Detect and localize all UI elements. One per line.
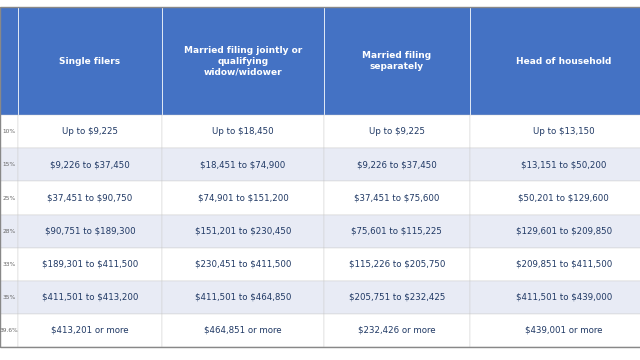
Bar	[0, 281, 18, 314]
Bar	[18, 314, 162, 347]
Text: $13,151 to $50,200: $13,151 to $50,200	[521, 161, 607, 169]
Bar	[18, 248, 162, 281]
Text: $232,426 or more: $232,426 or more	[358, 326, 436, 335]
Bar	[324, 181, 470, 215]
Text: $413,201 or more: $413,201 or more	[51, 326, 129, 335]
Text: $37,451 to $90,750: $37,451 to $90,750	[47, 194, 132, 202]
Text: 39.6%: 39.6%	[0, 328, 19, 333]
Text: $37,451 to $75,600: $37,451 to $75,600	[354, 194, 440, 202]
Text: $151,201 to $230,450: $151,201 to $230,450	[195, 227, 291, 236]
Bar	[324, 314, 470, 347]
Text: Up to $13,150: Up to $13,150	[533, 127, 595, 136]
Bar	[470, 148, 640, 181]
Bar	[0, 181, 18, 215]
Text: Single filers: Single filers	[60, 57, 120, 66]
Text: $411,501 to $439,000: $411,501 to $439,000	[516, 293, 612, 302]
Bar	[162, 248, 324, 281]
Bar	[324, 281, 470, 314]
Text: $115,226 to $205,750: $115,226 to $205,750	[349, 260, 445, 269]
Text: $74,901 to $151,200: $74,901 to $151,200	[198, 194, 288, 202]
Text: $9,226 to $37,450: $9,226 to $37,450	[357, 161, 436, 169]
Bar	[18, 281, 162, 314]
Bar	[324, 248, 470, 281]
Text: $230,451 to $411,500: $230,451 to $411,500	[195, 260, 291, 269]
Bar	[162, 115, 324, 148]
Bar	[162, 314, 324, 347]
Bar	[0, 314, 18, 347]
Bar	[0, 115, 18, 148]
Text: $209,851 to $411,500: $209,851 to $411,500	[516, 260, 612, 269]
Bar	[18, 215, 162, 248]
Text: Up to $9,225: Up to $9,225	[62, 127, 118, 136]
Bar	[18, 115, 162, 148]
Bar	[470, 248, 640, 281]
Bar	[0, 7, 18, 115]
Text: $411,501 to $413,200: $411,501 to $413,200	[42, 293, 138, 302]
Bar	[470, 7, 640, 115]
Text: Married filing jointly or
qualifying
widow/widower: Married filing jointly or qualifying wid…	[184, 46, 302, 77]
Bar	[324, 148, 470, 181]
Text: $205,751 to $232,425: $205,751 to $232,425	[349, 293, 445, 302]
Bar	[162, 215, 324, 248]
Bar	[470, 115, 640, 148]
Text: Married filing
separately: Married filing separately	[362, 51, 431, 71]
Text: 35%: 35%	[3, 295, 15, 300]
Bar	[470, 215, 640, 248]
Text: Up to $9,225: Up to $9,225	[369, 127, 425, 136]
Bar	[162, 181, 324, 215]
Bar	[0, 215, 18, 248]
Text: $9,226 to $37,450: $9,226 to $37,450	[50, 161, 130, 169]
Bar	[162, 281, 324, 314]
Text: $50,201 to $129,600: $50,201 to $129,600	[518, 194, 609, 202]
Text: $439,001 or more: $439,001 or more	[525, 326, 603, 335]
Bar	[162, 148, 324, 181]
Text: Up to $18,450: Up to $18,450	[212, 127, 274, 136]
Bar	[324, 215, 470, 248]
Text: $90,751 to $189,300: $90,751 to $189,300	[45, 227, 135, 236]
Text: 10%: 10%	[3, 129, 15, 134]
Text: $189,301 to $411,500: $189,301 to $411,500	[42, 260, 138, 269]
Bar	[18, 148, 162, 181]
Bar	[18, 7, 162, 115]
Bar	[470, 181, 640, 215]
Text: $18,451 to $74,900: $18,451 to $74,900	[200, 161, 285, 169]
Bar	[0, 248, 18, 281]
Text: $411,501 to $464,850: $411,501 to $464,850	[195, 293, 291, 302]
Bar	[470, 281, 640, 314]
Text: 25%: 25%	[3, 195, 15, 201]
Text: 28%: 28%	[3, 229, 15, 234]
Text: Head of household: Head of household	[516, 57, 612, 66]
Text: 33%: 33%	[3, 262, 15, 267]
Text: $75,601 to $115,225: $75,601 to $115,225	[351, 227, 442, 236]
Text: $129,601 to $209,850: $129,601 to $209,850	[516, 227, 612, 236]
Bar	[0, 148, 18, 181]
Text: $464,851 or more: $464,851 or more	[204, 326, 282, 335]
Bar	[324, 7, 470, 115]
Bar	[162, 7, 324, 115]
Text: 15%: 15%	[3, 162, 15, 167]
Bar	[470, 314, 640, 347]
Bar	[324, 115, 470, 148]
Bar	[18, 181, 162, 215]
